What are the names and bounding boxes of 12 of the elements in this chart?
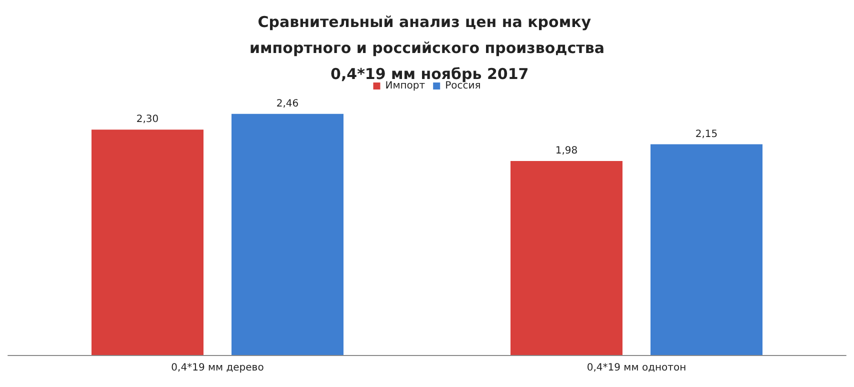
x-tick-label: 0,4*19 мм дерево [171, 362, 264, 374]
data-label: 1,98 [555, 145, 578, 156]
bar [232, 114, 344, 355]
legend-label: Импорт [385, 80, 426, 92]
bar [92, 130, 204, 355]
data-label: 2,46 [276, 98, 299, 110]
x-tick-label: 0,4*19 мм однотон [586, 362, 686, 374]
legend-label: Россия [445, 80, 481, 92]
data-label: 2,15 [695, 128, 718, 140]
bar [510, 160, 622, 355]
bar [650, 144, 762, 355]
data-label: 2,30 [136, 114, 159, 126]
